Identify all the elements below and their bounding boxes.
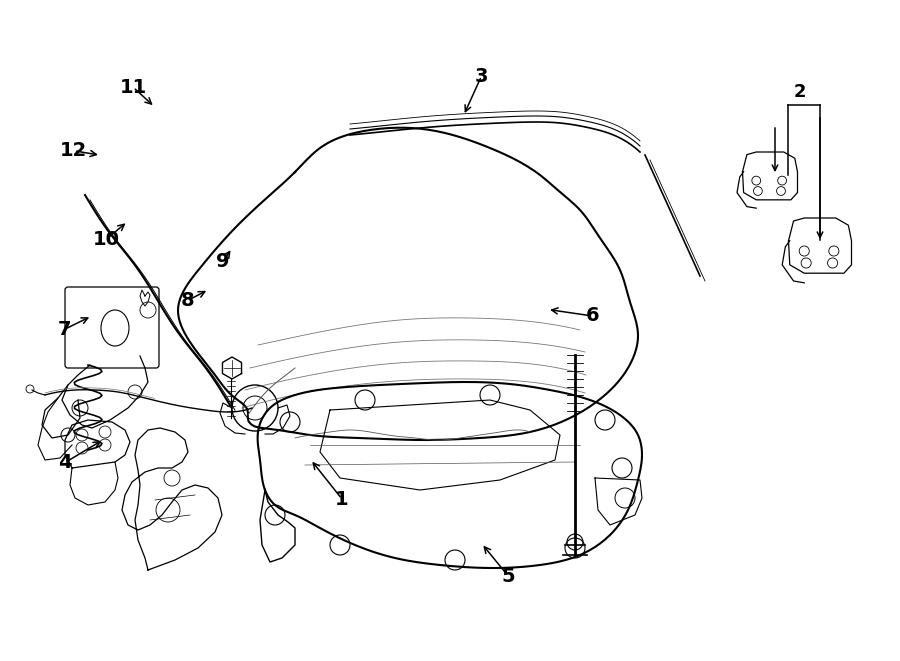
Text: 7: 7 — [58, 320, 72, 338]
Text: 12: 12 — [60, 141, 87, 160]
Text: 6: 6 — [585, 307, 599, 325]
Text: 10: 10 — [93, 230, 120, 249]
Text: 3: 3 — [475, 67, 488, 85]
Text: 5: 5 — [501, 567, 516, 586]
Text: 11: 11 — [120, 78, 147, 97]
Text: 9: 9 — [216, 252, 230, 270]
Text: 8: 8 — [180, 292, 194, 310]
Text: 4: 4 — [58, 453, 72, 472]
Text: 1: 1 — [335, 490, 349, 508]
Text: 2: 2 — [794, 83, 806, 101]
